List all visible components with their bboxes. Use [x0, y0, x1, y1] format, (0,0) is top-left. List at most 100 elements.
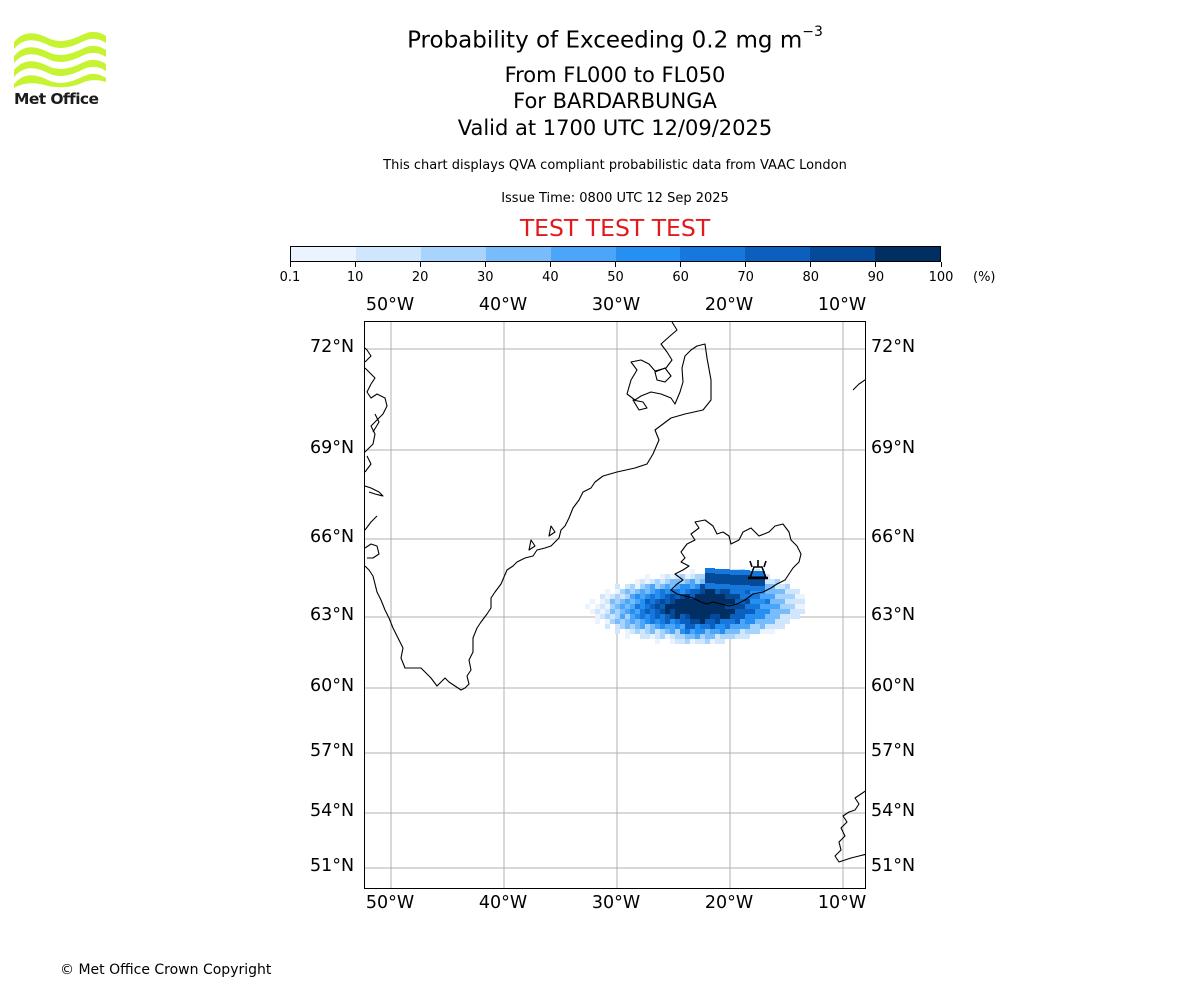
plume-cell: [780, 604, 785, 609]
plume-cell: [690, 569, 695, 574]
plume-cell: [745, 604, 750, 609]
plume-cell: [675, 604, 680, 609]
plume-cell: [730, 634, 735, 639]
plume-cell: [735, 624, 740, 629]
plume-cell: [745, 599, 750, 604]
plume-cell: [680, 604, 685, 609]
colorbar-tick: [419, 262, 421, 267]
map-panel: [364, 321, 866, 889]
plume-cell: [760, 599, 765, 604]
chart-subtitle: This chart displays QVA compliant probab…: [383, 158, 847, 173]
plume-cell: [640, 579, 645, 584]
plume-cell: [715, 594, 720, 599]
plume-cell: [610, 614, 615, 619]
plume-cell: [645, 604, 650, 609]
plume-cell: [700, 629, 705, 634]
plume-cell: [720, 614, 725, 619]
plume-cell: [715, 589, 720, 594]
plume-cell: [725, 569, 730, 574]
plume-cell: [655, 629, 660, 634]
plume-cell: [635, 579, 640, 584]
plume-cell: [640, 599, 645, 604]
plume-cell: [780, 589, 785, 594]
plume-cell: [610, 594, 615, 599]
plume-cell: [740, 594, 745, 599]
plume-cell: [640, 614, 645, 619]
plume-cell: [770, 629, 775, 634]
latitude-label-right: 54°N: [871, 801, 916, 821]
plume-cell: [645, 589, 650, 594]
plume-cell: [675, 634, 680, 639]
plume-cell: [620, 624, 625, 629]
plume-cell: [770, 604, 775, 609]
plume-cell: [615, 589, 620, 594]
plume-cell: [675, 639, 680, 644]
plume-cell: [655, 619, 660, 624]
colorbar-tick: [354, 262, 356, 267]
plume-cell: [695, 609, 700, 614]
logo-text: Met Office: [14, 90, 99, 108]
plume-cell: [620, 609, 625, 614]
plume-cell: [665, 619, 670, 624]
plume-cell: [795, 589, 800, 594]
plume-cell: [695, 629, 700, 634]
plume-cell: [605, 599, 610, 604]
plume-cell: [635, 594, 640, 599]
plume-cell: [680, 599, 685, 604]
latitude-label-right: 69°N: [871, 438, 916, 458]
plume-cell: [745, 629, 750, 634]
plume-cell: [710, 614, 715, 619]
plume-cell: [630, 624, 635, 629]
plume-cell: [765, 609, 770, 614]
plume-cell: [680, 579, 685, 584]
plume-cell: [630, 599, 635, 604]
plume-cell: [630, 609, 635, 614]
plume-cell: [730, 589, 735, 594]
plume-cell: [615, 604, 620, 609]
plume-cell: [650, 609, 655, 614]
colorbar-segment: [485, 247, 551, 261]
plume-cell: [650, 614, 655, 619]
volcano-symbol-icon: [748, 560, 768, 580]
plume-cell: [665, 624, 670, 629]
plume-cell: [720, 579, 725, 584]
longitude-label-bottom: 10°W: [817, 893, 867, 913]
latitude-label-left: 57°N: [310, 741, 355, 761]
plume-cell: [740, 614, 745, 619]
plume-cell: [605, 624, 610, 629]
issue-time: Issue Time: 0800 UTC 12 Sep 2025: [501, 191, 729, 206]
plume-cell: [775, 614, 780, 619]
plume-cell: [800, 599, 805, 604]
plume-cell: [700, 579, 705, 584]
plume-cell: [730, 599, 735, 604]
longitude-label-bottom: 40°W: [478, 893, 528, 913]
plume-cell: [670, 639, 675, 644]
plume-cell: [635, 589, 640, 594]
plume-cell: [670, 594, 675, 599]
plume-cell: [760, 586, 765, 591]
plume-cell: [695, 624, 700, 629]
latitude-label-right: 51°N: [871, 856, 916, 876]
plume-cell: [660, 599, 665, 604]
plume-cell: [600, 614, 605, 619]
plume-cell: [745, 609, 750, 614]
plume-cell: [615, 624, 620, 629]
greenland-coast: [365, 322, 712, 691]
plume-cell: [755, 594, 760, 599]
plume-cell: [655, 624, 660, 629]
plume-cell: [665, 594, 670, 599]
colorbar-segment: [615, 247, 681, 261]
longitude-label-bottom: 50°W: [365, 893, 415, 913]
plume-cell: [675, 594, 680, 599]
plume-cell: [780, 624, 785, 629]
plume-cell: [690, 619, 695, 624]
plume-cell: [760, 604, 765, 609]
longitude-label-top: 20°W: [704, 295, 754, 315]
plume-cell: [725, 599, 730, 604]
plume-cell: [720, 619, 725, 624]
plume-cell: [665, 609, 670, 614]
plume-cell: [750, 586, 755, 591]
plume-cell: [660, 574, 665, 579]
plume-cell: [735, 570, 740, 575]
plume-cell: [625, 599, 630, 604]
